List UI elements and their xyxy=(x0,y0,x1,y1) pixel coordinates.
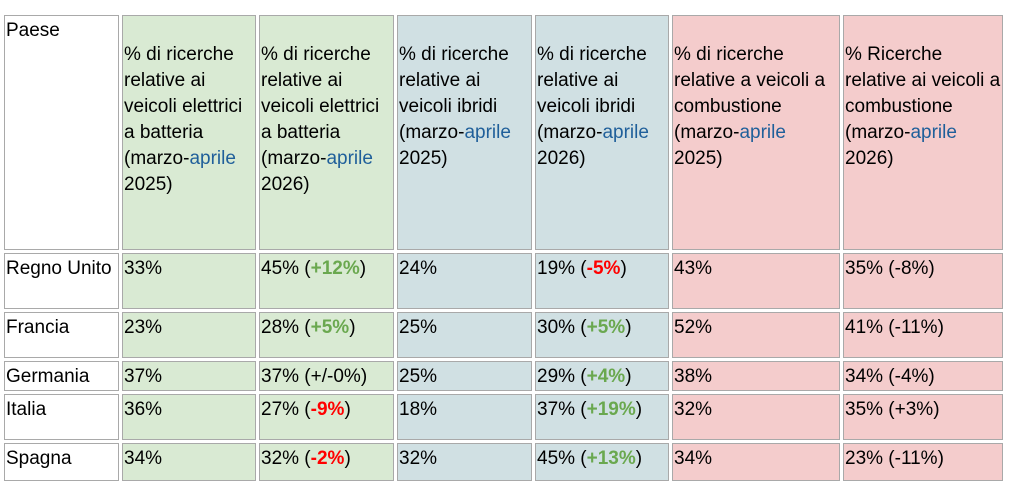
header-hybrid-2026: % di ricerche relative ai veicoli ibridi… xyxy=(535,15,669,250)
hybrid-2025-cell: 18% xyxy=(397,394,532,440)
combustion-2026-cell: 23% (-11%) xyxy=(843,443,1003,481)
combustion-2025-cell: 52% xyxy=(672,312,840,358)
hybrid-2026-cell: 29% (+4%) xyxy=(535,361,669,391)
bev-2026-cell: 32% (-2%) xyxy=(259,443,394,481)
table-row: Francia 23% 28% (+5%) 25% 30% (+5%) 52% … xyxy=(4,312,1003,358)
header-combustion-2025: % di ricerche relative a veicoli a combu… xyxy=(672,15,840,250)
header-combustion-2026: % Ricerche relative ai veicoli a combust… xyxy=(843,15,1003,250)
hybrid-2026-cell: 37% (+19%) xyxy=(535,394,669,440)
hybrid-2025-cell: 25% xyxy=(397,312,532,358)
country-cell: Italia xyxy=(4,394,119,440)
header-country: Paese xyxy=(4,15,119,250)
bev-2026-cell: 28% (+5%) xyxy=(259,312,394,358)
country-cell: Regno Unito xyxy=(4,253,119,309)
header-bev-2025: % di ricerche relative ai veicoli elettr… xyxy=(122,15,256,250)
combustion-2025-cell: 34% xyxy=(672,443,840,481)
bev-2025-cell: 36% xyxy=(122,394,256,440)
bev-2026-cell: 45% (+12%) xyxy=(259,253,394,309)
bev-2025-cell: 33% xyxy=(122,253,256,309)
combustion-2026-cell: 35% (+3%) xyxy=(843,394,1003,440)
country-cell: Spagna xyxy=(4,443,119,481)
hybrid-2025-cell: 32% xyxy=(397,443,532,481)
bev-2025-cell: 37% xyxy=(122,361,256,391)
table-row: Spagna 34% 32% (-2%) 32% 45% (+13%) 34% … xyxy=(4,443,1003,481)
table-row: Regno Unito 33% 45% (+12%) 24% 19% (-5%)… xyxy=(4,253,1003,309)
combustion-2025-cell: 43% xyxy=(672,253,840,309)
bev-2026-cell: 27% (-9%) xyxy=(259,394,394,440)
combustion-2026-cell: 34% (-4%) xyxy=(843,361,1003,391)
table-row: Italia 36% 27% (-9%) 18% 37% (+19%) 32% … xyxy=(4,394,1003,440)
combustion-2025-cell: 38% xyxy=(672,361,840,391)
country-cell: Germania xyxy=(4,361,119,391)
table-row: Germania 37% 37% (+/-0%) 25% 29% (+4%) 3… xyxy=(4,361,1003,391)
header-row: Paese % di ricerche relative ai veicoli … xyxy=(4,15,1003,250)
hybrid-2026-cell: 45% (+13%) xyxy=(535,443,669,481)
hybrid-2026-cell: 30% (+5%) xyxy=(535,312,669,358)
header-bev-2026: % di ricerche relative ai veicoli elettr… xyxy=(259,15,394,250)
bev-2025-cell: 34% xyxy=(122,443,256,481)
header-hybrid-2025: % di ricerche relative ai veicoli ibridi… xyxy=(397,15,532,250)
bev-2025-cell: 23% xyxy=(122,312,256,358)
combustion-2026-cell: 35% (-8%) xyxy=(843,253,1003,309)
combustion-2025-cell: 32% xyxy=(672,394,840,440)
bev-2026-cell: 37% (+/-0%) xyxy=(259,361,394,391)
search-share-table: Paese % di ricerche relative ai veicoli … xyxy=(1,12,1006,484)
hybrid-2025-cell: 24% xyxy=(397,253,532,309)
country-cell: Francia xyxy=(4,312,119,358)
hybrid-2025-cell: 25% xyxy=(397,361,532,391)
combustion-2026-cell: 41% (-11%) xyxy=(843,312,1003,358)
hybrid-2026-cell: 19% (-5%) xyxy=(535,253,669,309)
